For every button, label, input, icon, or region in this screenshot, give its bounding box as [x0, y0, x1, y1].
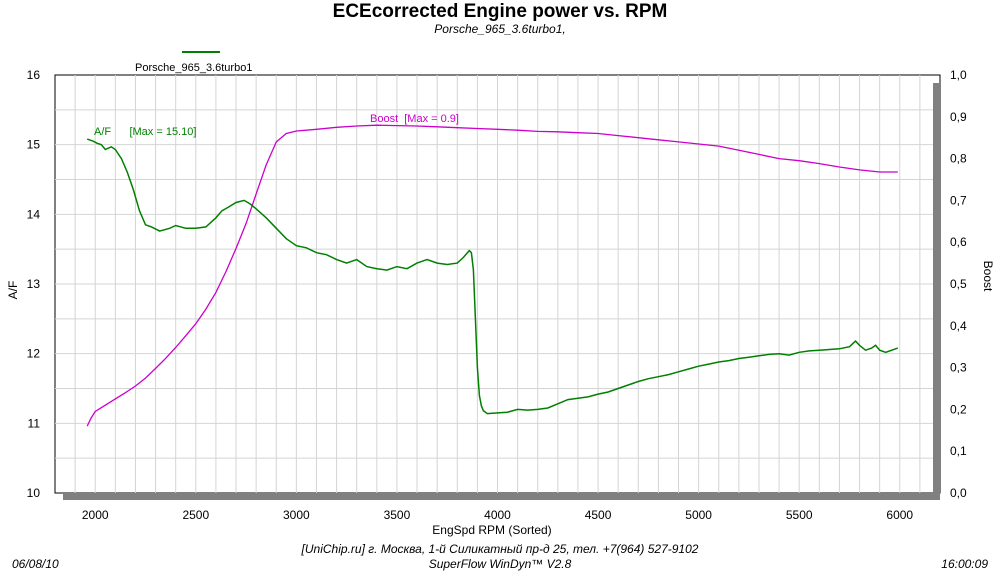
y-tick-label: 15 — [27, 138, 41, 152]
y-tick-label: 11 — [28, 416, 41, 430]
y-tick-label: 13 — [27, 277, 41, 291]
chart-subtitle: Porsche_965_3.6turbo1, — [434, 22, 566, 36]
y2-tick-label: 0,8 — [950, 152, 967, 166]
y2-axis-bar — [933, 83, 940, 493]
x-tick-label: 3500 — [384, 508, 411, 522]
series-line-boost — [86, 124, 898, 427]
x-tick-label: 3000 — [283, 508, 310, 522]
x-tick-label: 5500 — [786, 508, 813, 522]
y2-tick-label: 0,9 — [950, 110, 967, 124]
y-tick-label: 12 — [27, 347, 41, 361]
y-tick-label: 10 — [27, 486, 41, 500]
y2-tick-label: 0,5 — [950, 277, 967, 291]
y2-tick-label: 0,2 — [950, 402, 967, 416]
legend-label: Porsche_965_3.6turbo1 — [135, 62, 252, 74]
y2-tick-label: 0,1 — [950, 444, 967, 458]
footer-time: 16:00:09 — [941, 557, 988, 571]
y-tick-label: 16 — [27, 68, 41, 82]
y2-tick-label: 0,0 — [950, 486, 967, 500]
gridlines — [55, 75, 940, 493]
axis-ticks: 2000 2500 3000 3500 4000 4500 5000 5500 6000 10 11… — [27, 68, 967, 522]
y2-tick-label: 0,4 — [950, 319, 967, 333]
x-axis-title: EngSpd RPM (Sorted) — [432, 523, 551, 537]
y-tick-label: 14 — [27, 207, 41, 221]
x-tick-label: 4500 — [585, 508, 612, 522]
y2-axis-title: Boost — [981, 261, 995, 292]
annotation-boost-max: Boost [Max = 0.9] — [370, 113, 459, 125]
x-tick-label: 4000 — [484, 508, 511, 522]
y2-tick-label: 0,3 — [950, 361, 967, 375]
x-tick-label: 5000 — [685, 508, 712, 522]
footer-address: [UniChip.ru] г. Москва, 1-й Силикатный п… — [301, 542, 699, 556]
series-line-af — [86, 138, 899, 415]
y2-tick-label: 0,6 — [950, 235, 967, 249]
chart-title: ECEcorrected Engine power vs. RPM — [332, 1, 668, 22]
y2-tick-label: 0,7 — [950, 193, 967, 207]
y2-tick-label: 1,0 — [950, 68, 967, 82]
footer-date: 06/08/10 — [12, 557, 59, 571]
x-tick-label: 2000 — [82, 508, 109, 522]
annotation-af-max: A/F [Max = 15.10] — [94, 126, 196, 138]
y-axis-title: A/F — [6, 281, 20, 300]
x-axis-bar — [63, 493, 940, 500]
footer-software: SuperFlow WinDyn™ V2.8 — [428, 557, 572, 571]
x-tick-label: 6000 — [886, 508, 913, 522]
x-tick-label: 2500 — [182, 508, 209, 522]
